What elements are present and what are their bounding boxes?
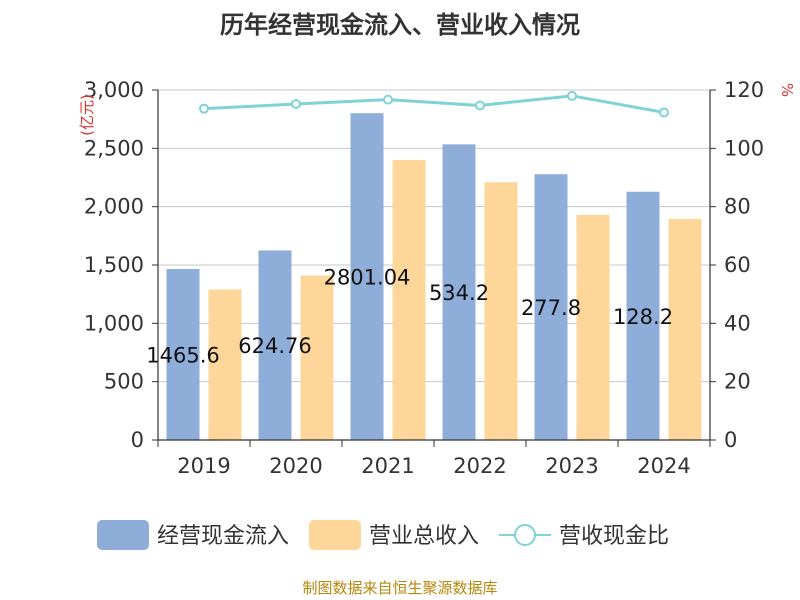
left-axis-tick-label: 3,000	[84, 78, 144, 102]
ratio-point	[291, 99, 301, 109]
right-axis-tick-label: 0	[724, 428, 737, 452]
data-label: 2801.04	[324, 266, 411, 290]
legend-item: 经营现金流入	[97, 520, 289, 550]
gridlines	[158, 89, 710, 383]
legend-label: 营收现金比	[559, 524, 669, 549]
legend-item: 营业总收入	[309, 520, 479, 550]
legend: 经营现金流入 营业总收入 营收现金比	[97, 520, 669, 550]
bar-revenue	[300, 275, 334, 440]
x-axis-tick-label: 2020	[269, 454, 322, 478]
right-axis-tick-label: 20	[724, 370, 751, 394]
source-note: 制图数据来自恒生聚源数据库	[302, 579, 497, 597]
left-axis-tick-label: 2,500	[84, 136, 144, 160]
bar-revenue	[576, 214, 610, 440]
bar-revenue	[668, 218, 702, 440]
bars	[166, 113, 702, 441]
chart-title: 历年经营现金流入、营业收入情况	[220, 11, 580, 39]
bar-cash-inflow	[166, 269, 200, 440]
bar-cash-inflow	[442, 144, 476, 441]
data-label: 277.8	[521, 296, 581, 320]
left-axis-tick-label: 1,500	[84, 253, 144, 277]
x-axis-tick-label: 2021	[361, 454, 414, 478]
data-label: 534.2	[429, 281, 489, 305]
right-axis-tick-label: 100	[724, 136, 764, 160]
bar-revenue	[208, 289, 242, 440]
bar-cash-inflow	[626, 191, 660, 440]
left-axis-tick-label: 0	[131, 428, 144, 452]
left-axis-tick-label: 2,000	[84, 195, 144, 219]
ratio-point	[199, 103, 209, 114]
ratio-line	[199, 90, 669, 118]
ratio-point	[383, 94, 393, 105]
x-axis-tick-label: 2019	[177, 454, 230, 478]
legend-swatch	[309, 520, 361, 550]
right-axis-tick-label: 80	[724, 195, 751, 219]
data-label: 624.76	[238, 334, 311, 358]
data-label: 128.2	[613, 305, 673, 329]
ratio-point	[659, 107, 669, 118]
bar-cash-inflow	[258, 250, 292, 440]
left-axis-tick-label: 1,000	[84, 311, 144, 335]
x-axis-tick-label: 2022	[453, 454, 506, 478]
axes: 0 500 1,000 1,500 2,000 2,500 3,000 0 20 40 60 80 10…	[84, 78, 764, 478]
bar-cash-inflow	[534, 174, 568, 441]
left-axis-unit: (亿元)	[78, 94, 96, 136]
bar-cash-inflow	[350, 113, 384, 440]
right-axis-tick-label: 60	[724, 253, 751, 277]
bar-revenue	[484, 182, 518, 440]
legend-swatch	[97, 520, 149, 550]
legend-item: 营收现金比	[499, 524, 669, 549]
ratio-point	[567, 90, 577, 101]
bar-revenue	[392, 160, 426, 440]
ratio-line-path	[203, 94, 665, 114]
right-axis-tick-label: 40	[724, 311, 751, 335]
legend-label: 经营现金流入	[157, 524, 289, 549]
right-axis-tick-label: 120	[724, 78, 764, 102]
ratio-point	[475, 100, 485, 111]
legend-label: 营业总收入	[369, 524, 479, 549]
x-axis-tick-label: 2024	[637, 454, 690, 478]
right-axis-unit: %	[778, 83, 796, 97]
x-axis-tick-label: 2023	[545, 454, 598, 478]
data-label: 1465.6	[146, 344, 219, 368]
left-axis-tick-label: 500	[104, 370, 144, 394]
legend-marker	[514, 524, 536, 546]
